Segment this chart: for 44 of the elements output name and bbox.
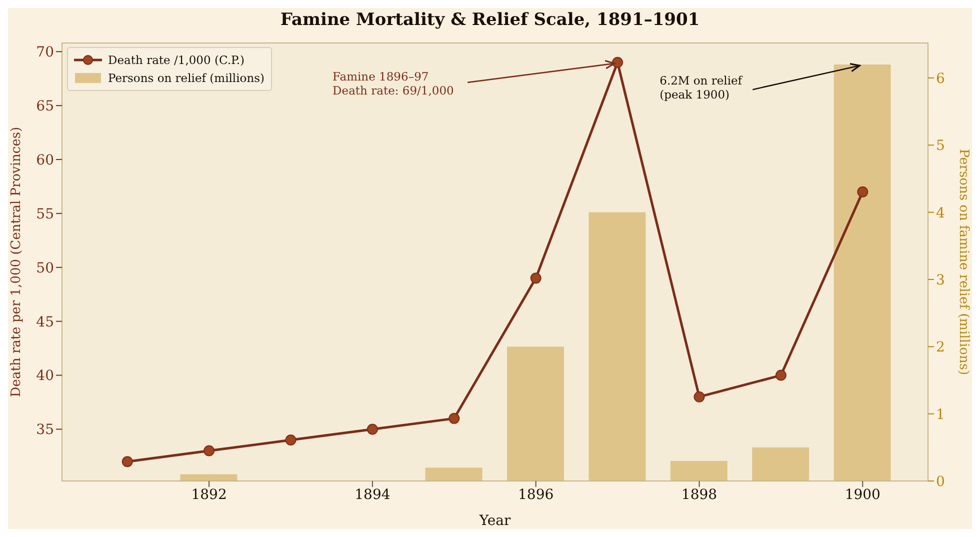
point bbox=[448, 412, 460, 424]
y2-tick-label: 3 bbox=[936, 272, 945, 288]
y-tick-label: 60 bbox=[36, 152, 54, 168]
y-tick-label: 40 bbox=[36, 368, 54, 384]
x-tick-label: 1894 bbox=[354, 486, 390, 503]
x-tick-label: 1892 bbox=[191, 486, 227, 503]
y2-tick-label: 0 bbox=[936, 474, 945, 490]
point bbox=[204, 445, 215, 456]
y2-tick-label: 1 bbox=[936, 406, 945, 423]
bar bbox=[507, 346, 564, 481]
bar bbox=[834, 64, 891, 481]
y-tick-label: 70 bbox=[36, 44, 54, 61]
point bbox=[122, 456, 133, 468]
point bbox=[775, 370, 786, 381]
point bbox=[694, 391, 705, 402]
y2-tick-label: 2 bbox=[936, 340, 945, 356]
x-tick-label: 1900 bbox=[844, 486, 880, 503]
bar bbox=[588, 212, 646, 481]
bar bbox=[752, 447, 810, 481]
point bbox=[366, 424, 378, 435]
y-tick-label: 65 bbox=[36, 98, 54, 115]
point bbox=[612, 56, 624, 68]
y2-axis-title: Persons on famine relief (millions) bbox=[956, 148, 971, 376]
annotation: 6.2M on relief (peak 1900) bbox=[660, 74, 743, 102]
bar bbox=[425, 468, 482, 481]
x-tick-label: 1898 bbox=[681, 486, 718, 503]
y2-tick-label: 5 bbox=[936, 138, 945, 154]
point bbox=[530, 272, 542, 284]
annotation: Famine 1896–97 Death rate: 69/1,000 bbox=[332, 69, 454, 98]
point bbox=[285, 434, 296, 446]
chart-title: Famine Mortality & Relief Scale, 1891–1901 bbox=[279, 10, 701, 30]
point bbox=[857, 186, 868, 198]
x-axis-title: Year bbox=[478, 513, 511, 529]
y-tick-label: 55 bbox=[36, 206, 54, 222]
y-tick-label: 45 bbox=[36, 314, 54, 330]
legend-label: Death rate /1,000 (C.P.) bbox=[108, 53, 245, 67]
y-tick-label: 35 bbox=[36, 422, 54, 438]
y-axis-title: Death rate per 1,000 (Central Provinces) bbox=[9, 126, 24, 398]
x-tick-label: 1896 bbox=[518, 486, 554, 503]
y-tick-label: 50 bbox=[36, 260, 54, 276]
bar bbox=[670, 460, 728, 481]
y2-tick-label: 6 bbox=[936, 70, 945, 87]
legend-label: Persons on relief (millions) bbox=[108, 71, 264, 85]
y2-tick-label: 4 bbox=[936, 205, 945, 222]
